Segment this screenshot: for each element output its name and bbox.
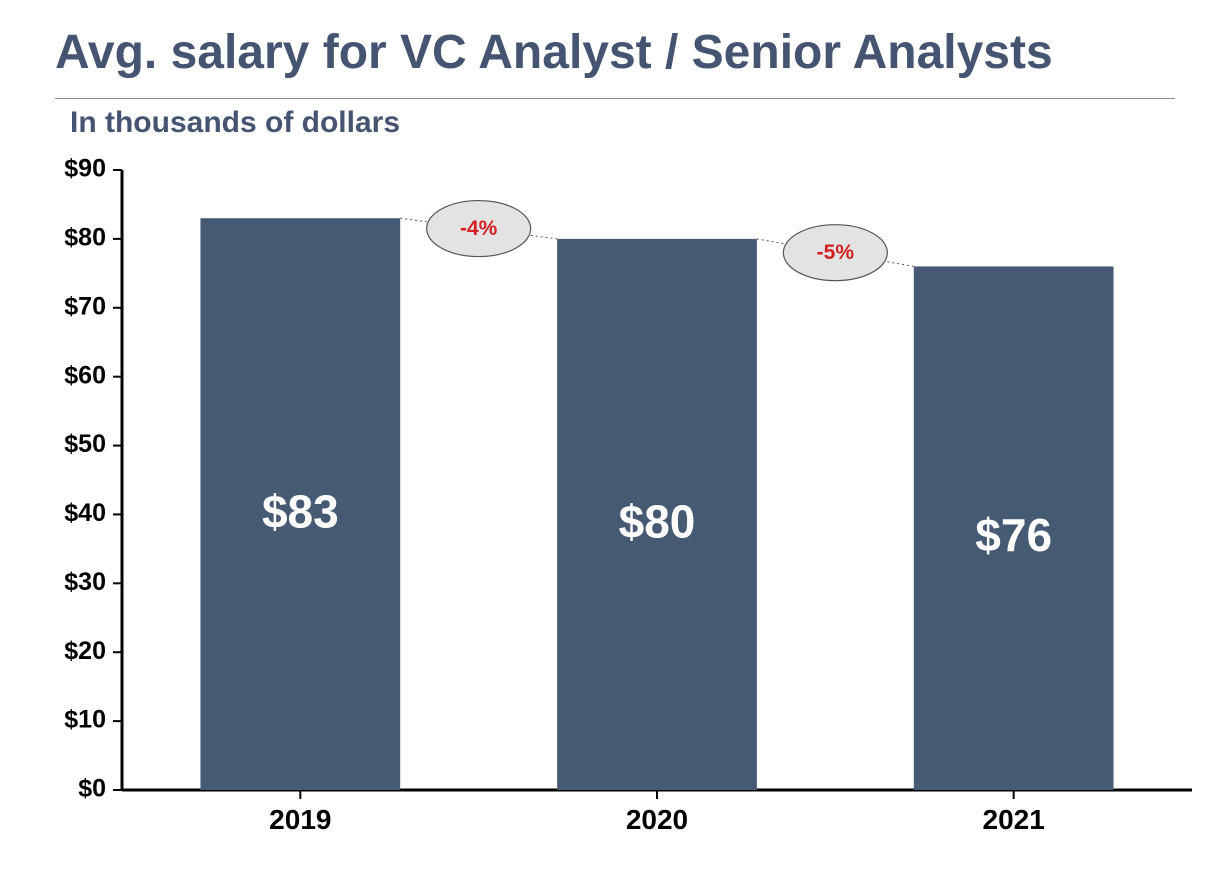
bar-chart: $0 $10 $20 $30 $40 $50 $60 $70 $80 $90 $83 2019 $80 2… (44, 150, 1204, 850)
title-underline (55, 98, 1175, 99)
x-category-label: 2020 (626, 804, 688, 835)
chart-subtitle: In thousands of dollars (70, 106, 400, 140)
x-category-label: 2019 (269, 804, 331, 835)
y-tick-label: $0 (78, 775, 106, 803)
y-tick-label: $30 (64, 568, 106, 596)
bar-value-label: $80 (619, 496, 696, 548)
y-tick-label: $40 (64, 499, 106, 527)
y-tick-label: $80 (64, 223, 106, 251)
y-tick-label: $20 (64, 637, 106, 665)
y-tick-label: $10 (64, 706, 106, 734)
bar-value-label: $76 (975, 509, 1052, 561)
bar-chart-svg: $0 $10 $20 $30 $40 $50 $60 $70 $80 $90 $83 2019 $80 2… (44, 150, 1204, 850)
y-tick-label: $50 (64, 430, 106, 458)
change-callout-label: -4% (460, 217, 498, 240)
chart-container: Avg. salary for VC Analyst / Senior Anal… (0, 0, 1226, 870)
x-category-label: 2021 (983, 804, 1045, 835)
y-tick-label: $90 (64, 155, 106, 183)
y-tick-label: $70 (64, 292, 106, 320)
bar-value-label: $83 (262, 486, 339, 538)
y-tick-label: $60 (64, 361, 106, 389)
change-callout-label: -5% (817, 241, 855, 264)
chart-title: Avg. salary for VC Analyst / Senior Anal… (55, 25, 1053, 80)
